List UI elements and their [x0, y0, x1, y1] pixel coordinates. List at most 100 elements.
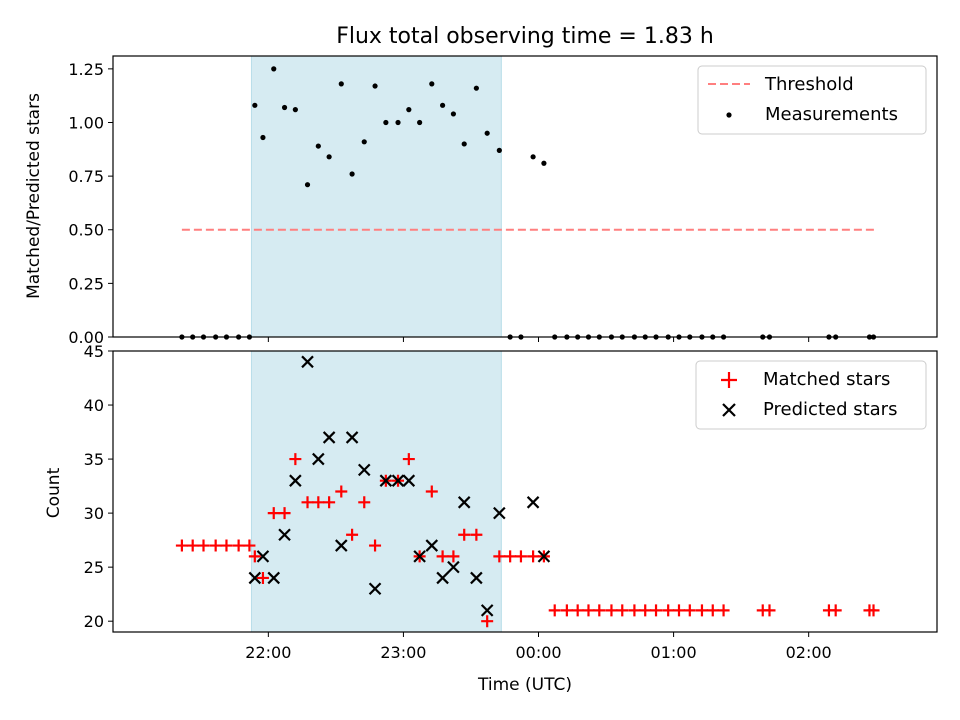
- predicted-star-point: [379, 474, 393, 487]
- measurement-point: [530, 154, 536, 160]
- measurement-point: [406, 107, 412, 113]
- matched-star-point: [267, 507, 280, 520]
- matched-star-point: [662, 604, 675, 617]
- predicted-star-point: [425, 539, 439, 552]
- predicted-star-point: [526, 496, 540, 509]
- matched-star-point: [289, 453, 302, 466]
- matched-star-point: [335, 485, 348, 498]
- measurement-point: [260, 134, 266, 141]
- matched-star-point: [256, 571, 269, 584]
- matched-star-point: [504, 550, 517, 563]
- measurement-point: [315, 143, 321, 149]
- matched-star-point: [628, 604, 641, 617]
- matched-star-point: [197, 539, 210, 552]
- top-shaded-span: [250, 55, 502, 338]
- matched-star-point: [493, 550, 506, 563]
- matched-star-point: [639, 604, 652, 617]
- bottom-plot-frame: [112, 350, 938, 633]
- matched-star-point: [593, 604, 606, 617]
- predicted-star-point: [278, 528, 291, 542]
- predicted-star-point: [391, 474, 405, 487]
- matched-star-point: [425, 485, 438, 498]
- measurement-point: [383, 119, 389, 126]
- matched-star-point: [695, 604, 708, 617]
- predicted-star-point: [413, 550, 426, 563]
- predicted-star-point: [322, 431, 336, 444]
- measurement-point: [338, 81, 344, 87]
- legend-predicted-label: Predicted stars: [763, 399, 897, 420]
- matched-star-point: [582, 604, 595, 617]
- matched-star-point: [672, 604, 685, 617]
- predicted-star-point: [357, 463, 371, 477]
- matched-star-point: [186, 539, 199, 552]
- matched-star-point: [243, 539, 256, 552]
- matched-star-point: [763, 604, 776, 617]
- top-plot-frame: [112, 55, 938, 338]
- x-axis-label: Time (UTC): [477, 675, 572, 695]
- measurement-point: [281, 104, 288, 111]
- measurement-point: [252, 102, 258, 108]
- matched-star-point: [447, 550, 460, 563]
- top-panel: 0.00 0.25 0.50 0.75 1.00 1.25 Matched/Predict…: [24, 55, 938, 347]
- x-tick-label: 00:00: [515, 643, 561, 662]
- matched-star-point: [278, 507, 291, 520]
- matched-star-point: [323, 496, 336, 509]
- y-tick-label: 20: [84, 612, 104, 631]
- legend-matched-marker: [721, 372, 737, 388]
- y-tick-label: 40: [84, 396, 104, 415]
- predicted-star-point: [345, 431, 359, 444]
- matched-star-point: [209, 539, 222, 552]
- measurement-point: [292, 107, 298, 113]
- predicted-star-point: [480, 604, 494, 617]
- matched-star-point: [605, 604, 618, 617]
- legend-measurements-marker: [726, 112, 732, 118]
- measurement-point: [450, 111, 457, 117]
- predicted-star-point: [402, 474, 416, 487]
- predicted-star-point: [301, 355, 314, 369]
- predicted-star-point: [335, 539, 348, 552]
- predicted-star-point: [289, 474, 302, 487]
- matched-star-point: [650, 604, 663, 617]
- measurement-point: [440, 102, 446, 108]
- predicted-star-point: [248, 571, 262, 585]
- y-tick-label: 0.50: [68, 221, 104, 240]
- matched-star-point: [301, 496, 314, 509]
- bottom-legend: Matched stars Predicted stars: [695, 360, 927, 430]
- measurement-point: [271, 66, 277, 72]
- predicted-star-point: [368, 582, 382, 596]
- measurement-point: [372, 83, 378, 89]
- matched-star-point: [571, 604, 584, 617]
- matched-star-point: [560, 604, 573, 617]
- y-tick-label: 0.75: [68, 167, 104, 186]
- legend-threshold-label: Threshold: [764, 74, 854, 95]
- measurement-point: [496, 147, 502, 153]
- chart-title: Flux total observing time = 1.83 h: [336, 24, 714, 49]
- predicted-star-point: [537, 550, 551, 563]
- legend-measurements-label: Measurements: [765, 104, 898, 125]
- x-tick-label: 22:00: [245, 643, 291, 662]
- matched-star-point: [616, 604, 629, 617]
- matched-star-point: [358, 496, 371, 509]
- matched-star-point: [312, 496, 325, 509]
- matched-star-point: [346, 528, 359, 541]
- predicted-star-point: [470, 571, 483, 585]
- matched-star-point: [717, 604, 730, 617]
- y-tick-label: 0.00: [68, 328, 104, 347]
- matched-star-point: [829, 604, 842, 617]
- y-tick-label: 1.00: [68, 113, 104, 132]
- predicted-star-point: [256, 550, 270, 563]
- top-y-axis-label: Matched/Predicted stars: [24, 93, 44, 299]
- predicted-star-point: [436, 571, 449, 585]
- legend-predicted-marker: [722, 403, 736, 417]
- predicted-star-point: [457, 496, 471, 509]
- measurement-point: [429, 81, 435, 87]
- matched-star-point: [470, 528, 483, 541]
- y-tick-label: 25: [84, 558, 104, 577]
- matched-star-point: [248, 550, 261, 563]
- matched-star-point: [481, 615, 494, 628]
- measurement-point: [541, 160, 547, 166]
- measurement-point: [395, 119, 401, 126]
- predicted-star-point: [267, 571, 281, 585]
- measurement-point: [417, 119, 423, 126]
